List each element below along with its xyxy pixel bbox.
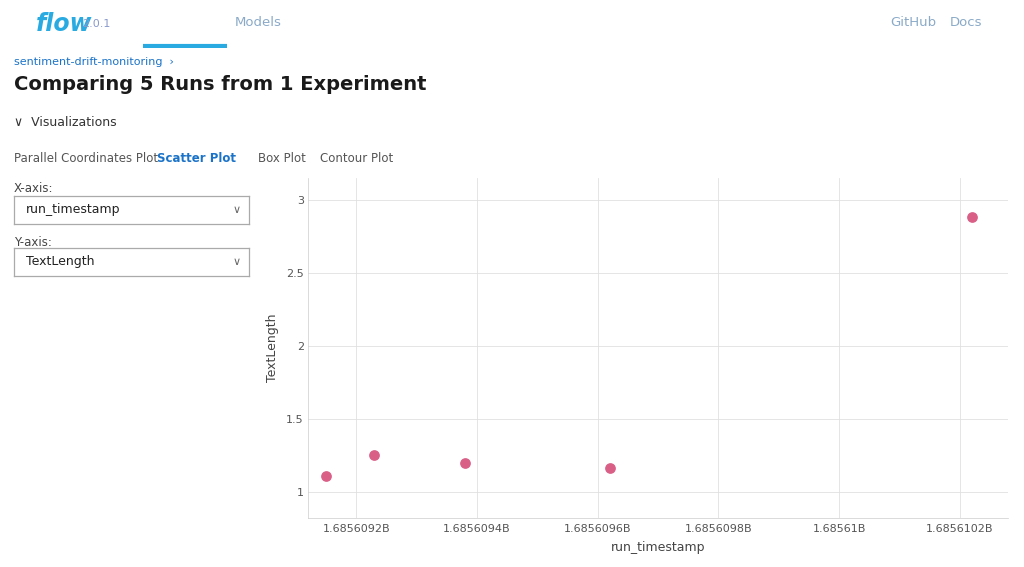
Text: sentiment-drift-monitoring  ›: sentiment-drift-monitoring › [14,57,174,67]
Text: Docs: Docs [950,15,982,28]
Text: X-axis:: X-axis: [14,181,53,194]
Text: Box Plot: Box Plot [258,151,306,164]
Text: Scatter Plot: Scatter Plot [157,151,236,164]
Text: TextLength: TextLength [26,256,94,269]
Point [964,213,980,222]
Point [367,451,383,460]
Text: flow: flow [36,12,92,36]
Text: Parallel Coordinates Plot: Parallel Coordinates Plot [14,151,158,164]
Text: GitHub: GitHub [890,15,936,28]
Text: ml: ml [14,12,47,36]
Text: ∨  Visualizations: ∨ Visualizations [14,116,117,129]
X-axis label: run_timestamp: run_timestamp [610,540,706,553]
Point [601,464,617,473]
Point [317,471,334,480]
Text: ∨: ∨ [232,205,241,215]
Y-axis label: TextLength: TextLength [266,314,280,382]
Text: Contour Plot: Contour Plot [319,151,393,164]
Text: Y-axis:: Y-axis: [14,235,52,248]
Text: run_timestamp: run_timestamp [26,204,120,217]
Point [457,458,473,467]
Text: Comparing 5 Runs from 1 Experiment: Comparing 5 Runs from 1 Experiment [14,75,427,95]
Text: Models: Models [234,15,282,28]
Text: ∨: ∨ [232,257,241,267]
Text: Experiments: Experiments [145,15,239,28]
Text: 2.0.1: 2.0.1 [82,19,111,29]
